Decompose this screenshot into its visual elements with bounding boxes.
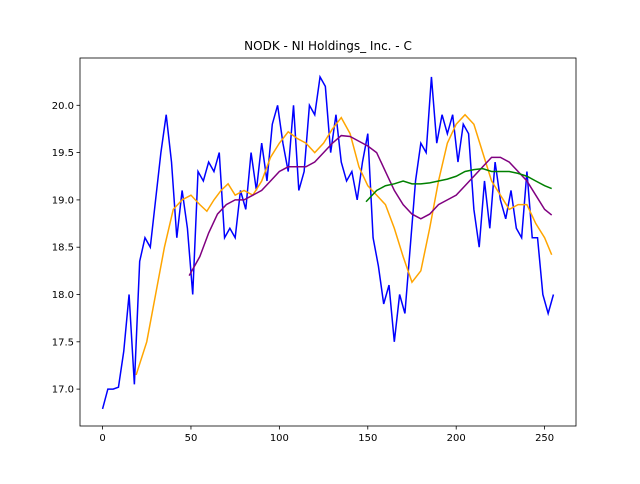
y-tick-label: 17.0 (52, 385, 74, 396)
line-series (365, 167, 552, 203)
line-series (101, 74, 555, 410)
x-tick-label: 200 (447, 433, 466, 444)
y-tick-label: 18.0 (52, 290, 74, 301)
line-series (135, 113, 553, 376)
line-series (188, 134, 553, 276)
chart-title: NODK - NI Holdings_ Inc. - C (244, 39, 412, 53)
y-tick-label: 19.0 (52, 195, 74, 206)
x-tick-label: 150 (358, 433, 377, 444)
plot-frame (79, 57, 577, 427)
y-tick-label: 17.5 (52, 337, 74, 348)
y-tick-label: 18.5 (52, 243, 74, 254)
x-tick-label: 100 (270, 433, 289, 444)
x-tick-label: 0 (99, 433, 105, 444)
x-tick-label: 50 (185, 433, 198, 444)
x-tick-label: 250 (535, 433, 554, 444)
y-tick-label: 19.5 (52, 148, 74, 159)
y-tick-label: 20.0 (52, 101, 74, 112)
